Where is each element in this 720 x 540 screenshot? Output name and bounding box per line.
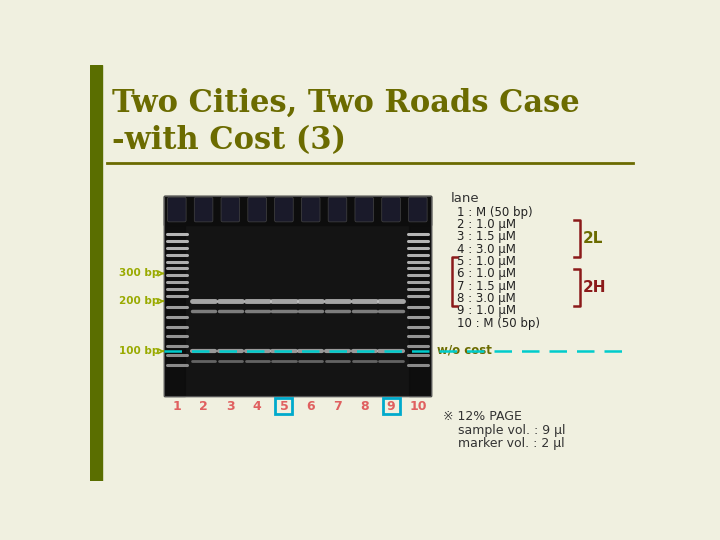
- Text: 1: 1: [172, 400, 181, 413]
- Text: -with Cost (3): -with Cost (3): [112, 125, 346, 156]
- Text: 2H: 2H: [583, 280, 606, 295]
- Bar: [163, 195, 431, 225]
- Text: 2 : 1.0 μM: 2 : 1.0 μM: [456, 218, 516, 231]
- FancyBboxPatch shape: [194, 197, 213, 222]
- Text: 10 : M (50 bp): 10 : M (50 bp): [456, 316, 539, 329]
- FancyBboxPatch shape: [355, 197, 374, 222]
- Text: 10: 10: [409, 400, 426, 413]
- Text: lane: lane: [451, 192, 479, 205]
- Text: 8: 8: [360, 400, 369, 413]
- FancyBboxPatch shape: [382, 197, 400, 222]
- Bar: [163, 195, 431, 396]
- Bar: [163, 195, 185, 396]
- Text: 6: 6: [307, 400, 315, 413]
- Text: 9 : 1.0 μM: 9 : 1.0 μM: [456, 304, 516, 318]
- Text: 300 bp: 300 bp: [119, 268, 159, 279]
- Bar: [409, 195, 431, 396]
- FancyBboxPatch shape: [168, 197, 186, 222]
- Text: 1 : M (50 bp): 1 : M (50 bp): [456, 206, 532, 219]
- Bar: [90, 65, 102, 481]
- Text: 3: 3: [226, 400, 235, 413]
- FancyBboxPatch shape: [408, 197, 427, 222]
- Text: 2L: 2L: [583, 231, 603, 246]
- Text: Two Cities, Two Roads Case: Two Cities, Two Roads Case: [112, 88, 580, 119]
- Text: 7 : 1.5 μM: 7 : 1.5 μM: [456, 280, 516, 293]
- Text: 4 : 3.0 μM: 4 : 3.0 μM: [456, 242, 516, 255]
- Text: 200 bp: 200 bp: [119, 296, 159, 306]
- FancyBboxPatch shape: [221, 197, 240, 222]
- Text: ※ 12% PAGE: ※ 12% PAGE: [443, 410, 521, 423]
- Text: 3 : 1.5 μM: 3 : 1.5 μM: [456, 231, 516, 244]
- Text: 4: 4: [253, 400, 261, 413]
- Text: 6 : 1.0 μM: 6 : 1.0 μM: [456, 267, 516, 280]
- Text: 2: 2: [199, 400, 208, 413]
- Text: marker vol. : 2 μl: marker vol. : 2 μl: [458, 437, 564, 450]
- FancyBboxPatch shape: [328, 197, 347, 222]
- Bar: [163, 195, 431, 396]
- Text: 8 : 3.0 μM: 8 : 3.0 μM: [456, 292, 516, 305]
- FancyBboxPatch shape: [274, 197, 293, 222]
- Text: w/o cost: w/o cost: [437, 343, 492, 356]
- Text: 9: 9: [387, 400, 395, 413]
- FancyBboxPatch shape: [302, 197, 320, 222]
- Text: 7: 7: [333, 400, 342, 413]
- Text: sample vol. : 9 μl: sample vol. : 9 μl: [458, 423, 566, 437]
- Text: 100 bp: 100 bp: [119, 346, 159, 356]
- Text: 5: 5: [279, 400, 288, 413]
- Text: 5 : 1.0 μM: 5 : 1.0 μM: [456, 255, 516, 268]
- FancyBboxPatch shape: [248, 197, 266, 222]
